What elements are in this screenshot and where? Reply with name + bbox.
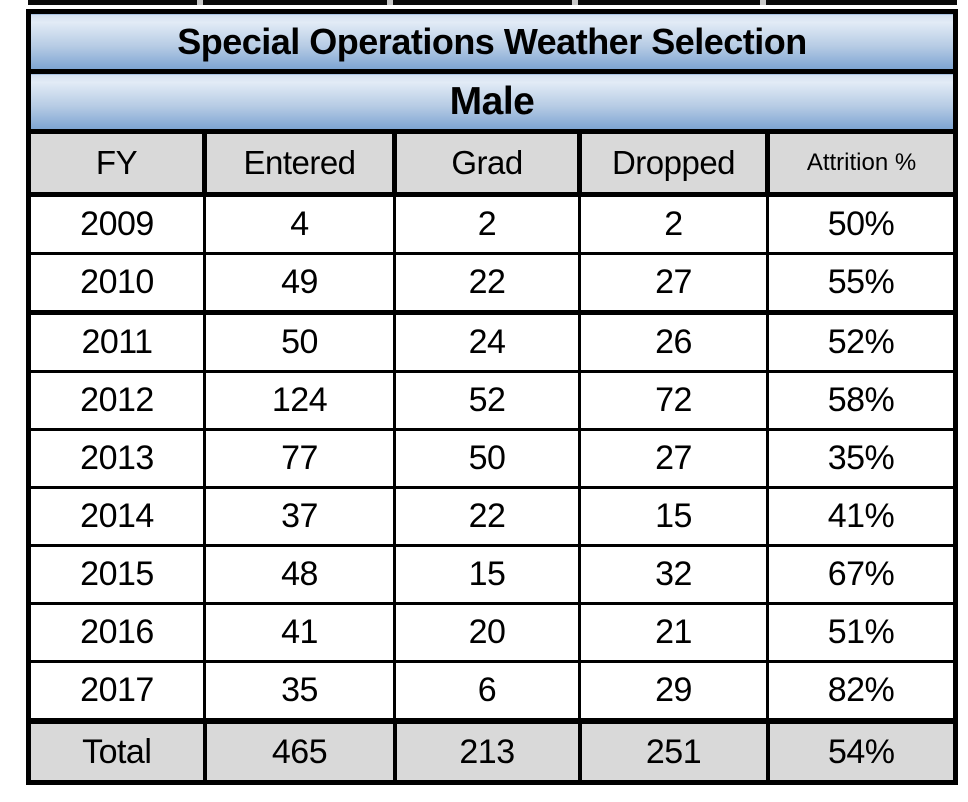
- total-grad-cell: 213: [392, 718, 582, 785]
- data-row-2014: 2014 37 22 15 41%: [27, 486, 957, 547]
- attrition-cell: 67%: [766, 544, 957, 605]
- cropped-table-edge: [28, 0, 957, 5]
- year-cell: 2013: [27, 428, 206, 489]
- header-row: FY Entered Grad Dropped Attrition %: [26, 129, 958, 197]
- year-cell: 2014: [27, 486, 206, 547]
- grad-cell: 52: [393, 370, 581, 431]
- grad-cell: 15: [393, 544, 581, 605]
- attrition-cell: 51%: [766, 602, 957, 663]
- col-header-attrition: Attrition %: [765, 129, 958, 197]
- entered-cell: 4: [203, 193, 396, 255]
- year-cell: 2010: [27, 252, 206, 315]
- attrition-cell: 55%: [766, 252, 957, 315]
- dropped-cell: 29: [578, 660, 769, 724]
- year-cell: 2012: [27, 370, 206, 431]
- dropped-cell: 2: [578, 193, 769, 255]
- total-attrition-cell: 54%: [765, 718, 958, 785]
- subtitle-row: Male: [27, 70, 957, 134]
- dropped-cell: 72: [578, 370, 769, 431]
- title-row: Special Operations Weather Selection: [27, 10, 957, 74]
- total-dropped-cell: 251: [577, 718, 770, 785]
- entered-cell: 77: [203, 428, 396, 489]
- total-entered-cell: 465: [202, 718, 397, 785]
- data-row-2011: 2011 50 24 26 52%: [27, 311, 957, 373]
- attrition-cell: 52%: [766, 311, 957, 373]
- year-cell: 2015: [27, 544, 206, 605]
- grad-cell: 24: [393, 311, 581, 373]
- entered-cell: 37: [203, 486, 396, 547]
- dropped-cell: 26: [578, 311, 769, 373]
- dropped-cell: 27: [578, 252, 769, 315]
- data-row-2012: 2012 124 52 72 58%: [27, 370, 957, 431]
- col-header-dropped: Dropped: [577, 129, 770, 197]
- divider-gap: [197, 0, 203, 5]
- attrition-cell: 41%: [766, 486, 957, 547]
- col-header-fy: FY: [26, 129, 207, 197]
- col-header-entered: Entered: [202, 129, 397, 197]
- attrition-cell: 82%: [766, 660, 957, 724]
- data-row-2015: 2015 48 15 32 67%: [27, 544, 957, 605]
- data-row-2017: 2017 35 6 29 82%: [27, 660, 957, 724]
- year-cell: 2011: [27, 311, 206, 373]
- dropped-cell: 32: [578, 544, 769, 605]
- dropped-cell: 15: [578, 486, 769, 547]
- data-row-2009: 2009 4 2 2 50%: [27, 193, 957, 255]
- entered-cell: 124: [203, 370, 396, 431]
- divider-gap: [572, 0, 578, 5]
- attrition-cell: 35%: [766, 428, 957, 489]
- grad-cell: 22: [393, 252, 581, 315]
- col-header-grad: Grad: [392, 129, 582, 197]
- grad-cell: 6: [393, 660, 581, 724]
- dropped-cell: 27: [578, 428, 769, 489]
- attrition-cell: 58%: [766, 370, 957, 431]
- grad-cell: 2: [393, 193, 581, 255]
- attrition-cell: 50%: [766, 193, 957, 255]
- grad-cell: 50: [393, 428, 581, 489]
- gender-subtitle: Male: [27, 70, 957, 134]
- total-label: Total: [26, 718, 207, 785]
- grad-cell: 20: [393, 602, 581, 663]
- entered-cell: 50: [203, 311, 396, 373]
- year-cell: 2009: [27, 193, 206, 255]
- year-cell: 2016: [27, 602, 206, 663]
- entered-cell: 48: [203, 544, 396, 605]
- entered-cell: 41: [203, 602, 396, 663]
- entered-cell: 35: [203, 660, 396, 724]
- data-row-2013: 2013 77 50 27 35%: [27, 428, 957, 489]
- table-title: Special Operations Weather Selection: [27, 10, 957, 74]
- entered-cell: 49: [203, 252, 396, 315]
- grad-cell: 22: [393, 486, 581, 547]
- total-row: Total 465 213 251 54%: [26, 718, 958, 785]
- data-row-2016: 2016 41 20 21 51%: [27, 602, 957, 663]
- data-row-2010: 2010 49 22 27 55%: [27, 252, 957, 315]
- divider-gap: [387, 0, 393, 5]
- year-cell: 2017: [27, 660, 206, 724]
- weather-selection-table: Special Operations Weather Selection Mal…: [26, 9, 958, 785]
- dropped-cell: 21: [578, 602, 769, 663]
- divider-gap: [760, 0, 766, 5]
